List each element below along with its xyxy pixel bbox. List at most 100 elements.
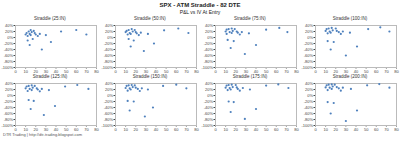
svg-text:10: 10 — [123, 69, 128, 74]
svg-text:0: 0 — [314, 127, 317, 132]
svg-text:40%: 40% — [305, 81, 313, 86]
svg-text:-20%: -20% — [304, 41, 314, 46]
svg-text:50: 50 — [64, 69, 69, 74]
svg-text:40: 40 — [154, 127, 159, 132]
svg-text:30: 30 — [144, 127, 149, 132]
svg-text:-40%: -40% — [104, 105, 114, 110]
svg-text:20%: 20% — [5, 87, 13, 92]
svg-text:0%: 0% — [307, 35, 313, 40]
svg-text:-100%: -100% — [301, 65, 313, 70]
svg-text:10: 10 — [23, 127, 28, 132]
svg-text:50: 50 — [364, 69, 369, 74]
svg-text:20: 20 — [334, 127, 339, 132]
svg-text:40%: 40% — [5, 81, 13, 86]
svg-text:-100%: -100% — [201, 123, 213, 128]
svg-text:-20%: -20% — [4, 41, 14, 46]
svg-text:-20%: -20% — [104, 41, 114, 46]
svg-text:80: 80 — [294, 127, 299, 132]
svg-text:80: 80 — [194, 69, 199, 74]
svg-text:60: 60 — [174, 127, 179, 132]
svg-text:30: 30 — [44, 127, 49, 132]
svg-text:0%: 0% — [307, 93, 313, 98]
svg-text:40: 40 — [54, 69, 59, 74]
svg-text:50: 50 — [264, 127, 269, 132]
svg-text:10: 10 — [323, 69, 328, 74]
svg-text:-100%: -100% — [101, 123, 113, 128]
svg-text:60: 60 — [74, 69, 79, 74]
svg-text:0: 0 — [214, 127, 217, 132]
svg-text:80: 80 — [294, 69, 299, 74]
svg-text:0%: 0% — [7, 35, 13, 40]
svg-text:60: 60 — [174, 69, 179, 74]
svg-text:-60%: -60% — [104, 53, 114, 58]
svg-text:20%: 20% — [5, 29, 13, 34]
svg-text:20: 20 — [34, 69, 39, 74]
svg-text:-80%: -80% — [204, 59, 214, 64]
svg-text:70: 70 — [84, 127, 89, 132]
svg-text:10: 10 — [123, 127, 128, 132]
svg-text:20: 20 — [234, 127, 239, 132]
svg-text:-40%: -40% — [304, 105, 314, 110]
svg-text:50: 50 — [364, 127, 369, 132]
svg-text:40%: 40% — [105, 81, 113, 86]
svg-text:60: 60 — [374, 127, 379, 132]
svg-text:20%: 20% — [205, 87, 213, 92]
svg-text:-20%: -20% — [4, 99, 14, 104]
svg-text:80: 80 — [94, 69, 99, 74]
svg-text:30: 30 — [44, 69, 49, 74]
svg-text:20%: 20% — [105, 29, 113, 34]
svg-text:0: 0 — [14, 127, 17, 132]
svg-text:40: 40 — [354, 69, 359, 74]
svg-text:-60%: -60% — [304, 111, 314, 116]
svg-text:70: 70 — [284, 127, 289, 132]
svg-text:20%: 20% — [205, 29, 213, 34]
svg-text:-40%: -40% — [304, 47, 314, 52]
svg-text:0%: 0% — [107, 93, 113, 98]
svg-text:-40%: -40% — [104, 47, 114, 52]
svg-text:10: 10 — [323, 127, 328, 132]
svg-text:40: 40 — [254, 69, 259, 74]
svg-text:80: 80 — [94, 127, 99, 132]
svg-text:-20%: -20% — [204, 41, 214, 46]
svg-text:-40%: -40% — [4, 105, 14, 110]
svg-text:-40%: -40% — [204, 47, 214, 52]
svg-text:-60%: -60% — [4, 53, 14, 58]
svg-text:0%: 0% — [207, 93, 213, 98]
svg-text:-80%: -80% — [304, 59, 314, 64]
svg-text:-40%: -40% — [4, 47, 14, 52]
svg-text:-80%: -80% — [204, 117, 214, 122]
svg-text:20%: 20% — [105, 87, 113, 92]
svg-text:-60%: -60% — [304, 53, 314, 58]
svg-text:40: 40 — [154, 69, 159, 74]
svg-text:80: 80 — [394, 69, 399, 74]
svg-text:0: 0 — [114, 127, 117, 132]
svg-text:30: 30 — [244, 127, 249, 132]
svg-text:-20%: -20% — [304, 99, 314, 104]
svg-text:-80%: -80% — [104, 117, 114, 122]
svg-text:0: 0 — [14, 69, 17, 74]
svg-text:40%: 40% — [205, 81, 213, 86]
svg-text:80: 80 — [194, 127, 199, 132]
svg-text:40%: 40% — [5, 23, 13, 28]
svg-text:-80%: -80% — [4, 59, 14, 64]
svg-text:10: 10 — [223, 69, 228, 74]
svg-text:0%: 0% — [107, 35, 113, 40]
svg-text:0: 0 — [314, 69, 317, 74]
svg-text:-60%: -60% — [204, 53, 214, 58]
svg-text:20: 20 — [34, 127, 39, 132]
svg-text:-100%: -100% — [1, 65, 13, 70]
svg-text:20: 20 — [234, 69, 239, 74]
svg-text:30: 30 — [244, 69, 249, 74]
svg-text:30: 30 — [344, 127, 349, 132]
svg-text:30: 30 — [144, 69, 149, 74]
svg-text:20: 20 — [334, 69, 339, 74]
svg-text:70: 70 — [184, 69, 189, 74]
svg-text:50: 50 — [164, 69, 169, 74]
svg-text:20%: 20% — [305, 29, 313, 34]
svg-text:50: 50 — [64, 127, 69, 132]
svg-text:20: 20 — [134, 69, 139, 74]
svg-text:60: 60 — [74, 127, 79, 132]
svg-text:0: 0 — [114, 69, 117, 74]
svg-text:-80%: -80% — [304, 117, 314, 122]
svg-text:40%: 40% — [205, 23, 213, 28]
